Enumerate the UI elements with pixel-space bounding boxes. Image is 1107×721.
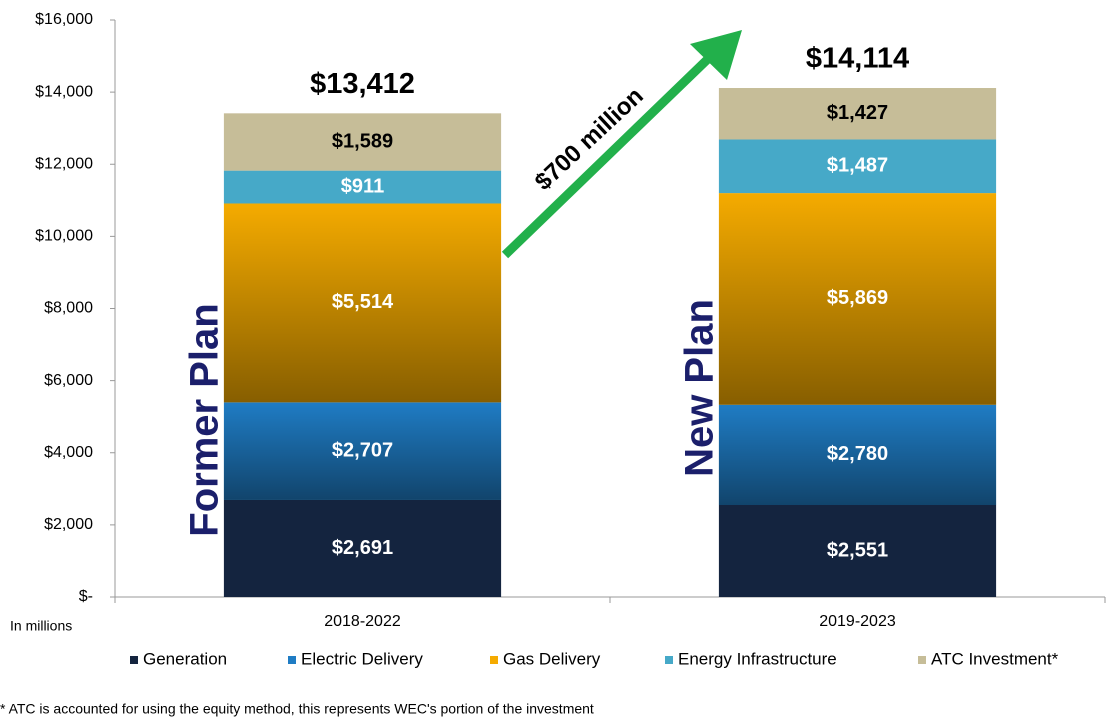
y-tick-label: $4,000 bbox=[44, 444, 93, 461]
legend-swatch bbox=[288, 656, 296, 664]
y-tick-label: $10,000 bbox=[35, 228, 93, 245]
bar-segment bbox=[223, 499, 502, 597]
annotation: Former Plan bbox=[183, 303, 227, 536]
legend-label: Energy Infrastructure bbox=[678, 649, 837, 668]
y-tick-label: $14,000 bbox=[35, 83, 93, 100]
legend-label: Electric Delivery bbox=[301, 649, 423, 668]
value-label: $2,707 bbox=[332, 439, 393, 461]
shade bbox=[718, 193, 997, 405]
value-label: $1,427 bbox=[827, 102, 888, 124]
value-label: $5,869 bbox=[827, 287, 888, 309]
legend-label: ATC Investment* bbox=[931, 649, 1059, 668]
value-label: $2,780 bbox=[827, 443, 888, 465]
value-label: $2,691 bbox=[332, 537, 393, 559]
bar-segment bbox=[223, 170, 502, 204]
legend-swatch bbox=[130, 656, 138, 664]
y-tick-label: $8,000 bbox=[44, 300, 93, 317]
shade bbox=[223, 203, 502, 403]
legend-swatch bbox=[665, 656, 673, 664]
y-axis-note: In millions bbox=[10, 618, 72, 634]
shade bbox=[223, 402, 502, 500]
annotation: New Plan bbox=[678, 299, 722, 477]
arrow bbox=[501, 30, 742, 259]
value-label: $2,551 bbox=[827, 539, 888, 561]
value-label: $5,514 bbox=[332, 291, 394, 313]
y-tick-label: $12,000 bbox=[35, 155, 93, 172]
arrow-line bbox=[501, 51, 716, 259]
y-tick-label: $16,000 bbox=[35, 11, 93, 28]
footnote: * ATC is accounted for using the equity … bbox=[0, 701, 594, 717]
legend-swatch bbox=[918, 656, 926, 664]
y-tick-label: $- bbox=[79, 588, 93, 605]
value-label: $1,589 bbox=[332, 130, 393, 152]
total-label: $14,114 bbox=[806, 43, 909, 75]
bar-segment bbox=[718, 139, 997, 194]
legend-label: Gas Delivery bbox=[503, 649, 601, 668]
value-label: $911 bbox=[341, 175, 384, 197]
plot: $- $2,000 $4,000 $6,000 $8,000 $10,000 $12,000… bbox=[35, 11, 1106, 668]
bar-segment bbox=[718, 88, 997, 140]
bar-segment bbox=[223, 113, 502, 171]
x-tick-label: 2019-2023 bbox=[819, 613, 896, 630]
y-tick-label: $2,000 bbox=[44, 516, 93, 533]
legend-label: Generation bbox=[143, 649, 227, 668]
x-tick-label: 2018-2022 bbox=[324, 613, 401, 630]
arrow-head bbox=[690, 30, 742, 80]
y-tick-label: $6,000 bbox=[44, 372, 93, 389]
shade bbox=[718, 404, 997, 506]
total-label: $13,412 bbox=[310, 68, 415, 100]
value-label: $1,487 bbox=[827, 155, 888, 177]
legend-swatch bbox=[490, 656, 498, 664]
bar-segment bbox=[718, 505, 997, 597]
